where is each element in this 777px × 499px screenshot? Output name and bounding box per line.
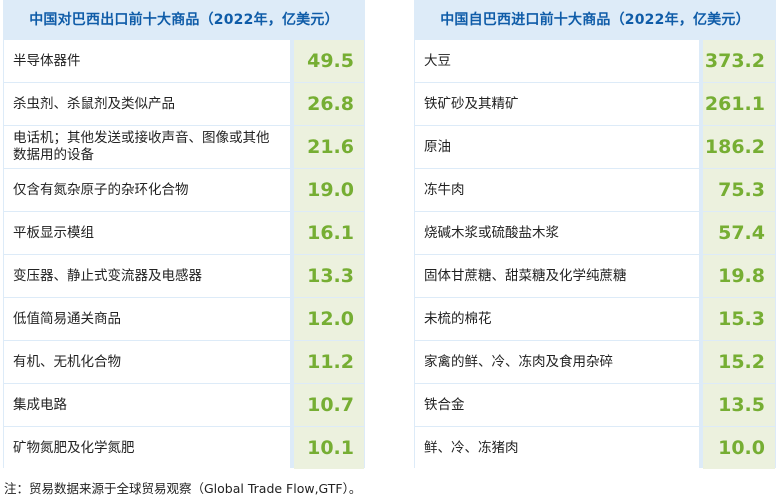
commodity-value: 186.2 bbox=[703, 126, 775, 168]
commodity-value: 13.5 bbox=[703, 384, 775, 426]
commodity-name: 仅含有氮杂原子的杂环化合物 bbox=[4, 169, 290, 211]
table-row: 低值简易通关商品 12.0 bbox=[4, 298, 364, 341]
commodity-name: 未梳的棉花 bbox=[415, 298, 699, 340]
commodity-value: 49.5 bbox=[294, 40, 364, 82]
commodity-value: 10.7 bbox=[294, 384, 364, 426]
table-row: 半导体器件 49.5 bbox=[4, 40, 364, 83]
commodity-value: 75.3 bbox=[703, 169, 775, 211]
table-row: 铁合金 13.5 bbox=[415, 384, 775, 427]
commodity-name: 低值简易通关商品 bbox=[4, 298, 290, 340]
export-table: 中国对巴西出口前十大商品（2022年，亿美元） 半导体器件 49.5 杀虫剂、杀鼠剂… bbox=[3, 0, 365, 470]
commodity-value: 373.2 bbox=[703, 40, 775, 82]
commodity-name: 半导体器件 bbox=[4, 40, 290, 82]
commodity-value: 13.3 bbox=[294, 255, 364, 297]
table-row: 铁矿砂及其精矿 261.1 bbox=[415, 83, 775, 126]
commodity-name: 杀虫剂、杀鼠剂及类似产品 bbox=[4, 83, 290, 125]
commodity-value: 12.0 bbox=[294, 298, 364, 340]
table-row: 电话机；其他发送或接收声音、图像或其他数据用的设备 21.6 bbox=[4, 126, 364, 169]
commodity-value: 15.2 bbox=[703, 341, 775, 383]
commodity-name: 矿物氮肥及化学氮肥 bbox=[4, 427, 290, 469]
commodity-name: 固体甘蔗糖、甜菜糖及化学纯蔗糖 bbox=[415, 255, 699, 297]
export-table-rows: 半导体器件 49.5 杀虫剂、杀鼠剂及类似产品 26.8 电话机；其他发送或接收声音、图… bbox=[3, 40, 365, 470]
table-row: 变压器、静止式变流器及电感器 13.3 bbox=[4, 255, 364, 298]
table-row: 固体甘蔗糖、甜菜糖及化学纯蔗糖 19.8 bbox=[415, 255, 775, 298]
commodity-name: 铁矿砂及其精矿 bbox=[415, 83, 699, 125]
commodity-value: 16.1 bbox=[294, 212, 364, 254]
table-row: 杀虫剂、杀鼠剂及类似产品 26.8 bbox=[4, 83, 364, 126]
commodity-name: 变压器、静止式变流器及电感器 bbox=[4, 255, 290, 297]
table-row: 平板显示模组 16.1 bbox=[4, 212, 364, 255]
import-table-title: 中国自巴西进口前十大商品（2022年，亿美元） bbox=[440, 12, 750, 28]
commodity-name: 烧碱木浆或硫酸盐木浆 bbox=[415, 212, 699, 254]
commodity-value: 26.8 bbox=[294, 83, 364, 125]
commodity-value: 19.0 bbox=[294, 169, 364, 211]
table-row: 大豆 373.2 bbox=[415, 40, 775, 83]
table-row: 未梳的棉花 15.3 bbox=[415, 298, 775, 341]
commodity-value: 19.8 bbox=[703, 255, 775, 297]
export-table-title: 中国对巴西出口前十大商品（2022年，亿美元） bbox=[29, 12, 339, 28]
table-row: 冻牛肉 75.3 bbox=[415, 169, 775, 212]
commodity-value: 261.1 bbox=[703, 83, 775, 125]
commodity-name: 有机、无机化合物 bbox=[4, 341, 290, 383]
commodity-value: 57.4 bbox=[703, 212, 775, 254]
commodity-name: 冻牛肉 bbox=[415, 169, 699, 211]
commodity-value: 10.1 bbox=[294, 427, 364, 469]
commodity-name: 大豆 bbox=[415, 40, 699, 82]
table-row: 矿物氮肥及化学氮肥 10.1 bbox=[4, 427, 364, 470]
commodity-value: 15.3 bbox=[703, 298, 775, 340]
table-row: 集成电路 10.7 bbox=[4, 384, 364, 427]
commodity-value: 11.2 bbox=[294, 341, 364, 383]
commodity-name: 平板显示模组 bbox=[4, 212, 290, 254]
import-table-rows: 大豆 373.2 铁矿砂及其精矿 261.1 原油 186.2 冻牛肉 75.3 烧碱木浆或硫酸… bbox=[414, 40, 776, 470]
table-row: 鲜、冷、冻猪肉 10.0 bbox=[415, 427, 775, 470]
table-row: 家禽的鲜、冷、冻肉及食用杂碎 15.2 bbox=[415, 341, 775, 384]
commodity-name: 家禽的鲜、冷、冻肉及食用杂碎 bbox=[415, 341, 699, 383]
commodity-value: 21.6 bbox=[294, 126, 364, 168]
source-footnote: 注：贸易数据来源于全球贸易观察（Global Trade Flow,GTF）。 bbox=[4, 481, 362, 496]
commodity-name: 铁合金 bbox=[415, 384, 699, 426]
commodity-name: 鲜、冷、冻猪肉 bbox=[415, 427, 699, 469]
import-table: 中国自巴西进口前十大商品（2022年，亿美元） 大豆 373.2 铁矿砂及其精矿 26… bbox=[414, 0, 776, 470]
commodity-name: 原油 bbox=[415, 126, 699, 168]
commodity-name: 电话机；其他发送或接收声音、图像或其他数据用的设备 bbox=[4, 126, 290, 168]
commodity-name: 集成电路 bbox=[4, 384, 290, 426]
table-row: 有机、无机化合物 11.2 bbox=[4, 341, 364, 384]
table-row: 烧碱木浆或硫酸盐木浆 57.4 bbox=[415, 212, 775, 255]
table-row: 仅含有氮杂原子的杂环化合物 19.0 bbox=[4, 169, 364, 212]
table-row: 原油 186.2 bbox=[415, 126, 775, 169]
commodity-value: 10.0 bbox=[703, 427, 775, 469]
